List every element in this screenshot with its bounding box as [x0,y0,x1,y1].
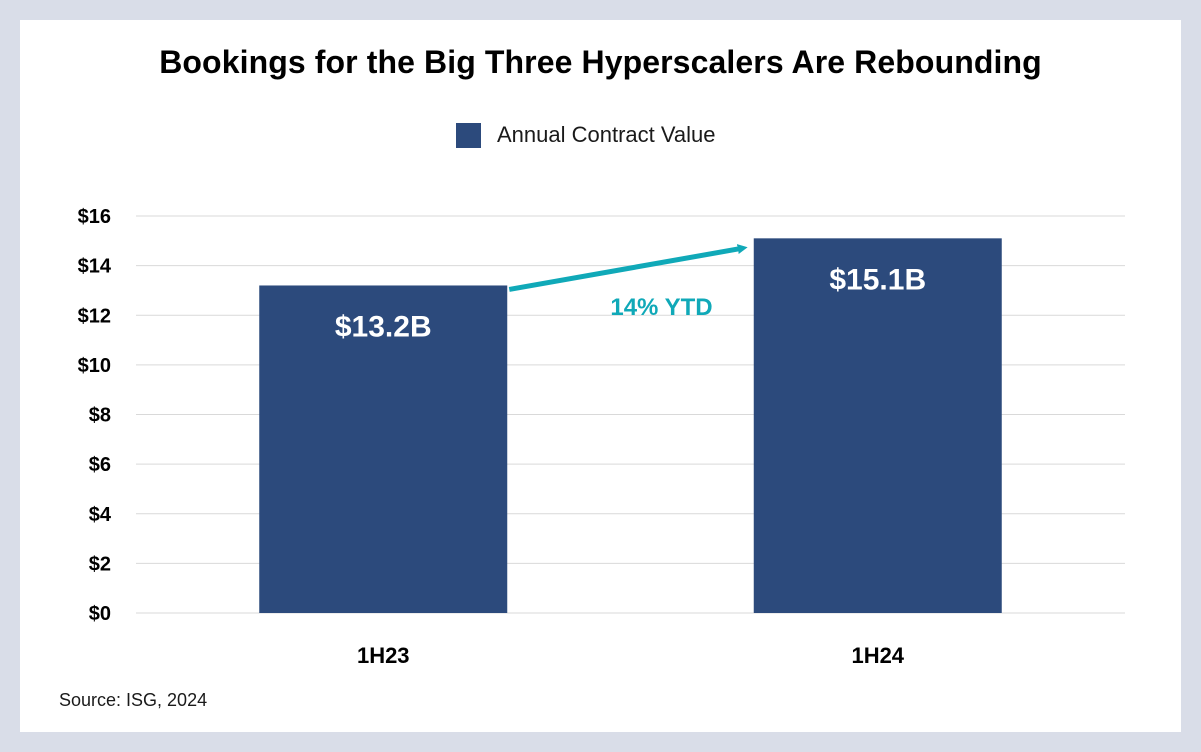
y-tick-label: $4 [89,504,112,526]
y-tick-label: $12 [78,305,111,327]
source-note: Source: ISG, 2024 [59,690,208,710]
x-tick-label: 1H24 [851,643,904,668]
y-tick-label: $2 [89,553,111,575]
y-axis: $0 $2 $4 $6 $8 $10 $12 $14 $16 [78,206,112,625]
y-tick-label: $10 [78,355,111,377]
bar [753,238,1002,614]
y-tick-label: $16 [78,206,111,228]
x-axis: 1H23 1H24 [357,643,905,668]
y-tick-label: $8 [89,405,111,427]
data-label: $15.1B [829,263,926,296]
growth-arrow [508,244,748,292]
y-tick-label: $14 [78,256,112,278]
legend-label: Annual Contract Value [497,122,716,147]
bars: $13.2B $15.1B [259,238,1002,614]
y-tick-label: $0 [89,603,111,625]
legend-swatch [456,122,481,148]
y-tick-label: $6 [89,454,111,476]
bar [259,285,508,613]
legend: Annual Contract Value [456,122,716,148]
x-tick-label: 1H23 [357,643,410,668]
growth-annotation: 14% YTD [508,244,748,321]
growth-label: 14% YTD [610,294,712,321]
data-label: $13.2B [335,310,432,343]
chart-title: Bookings for the Big Three Hyperscalers … [159,44,1042,80]
